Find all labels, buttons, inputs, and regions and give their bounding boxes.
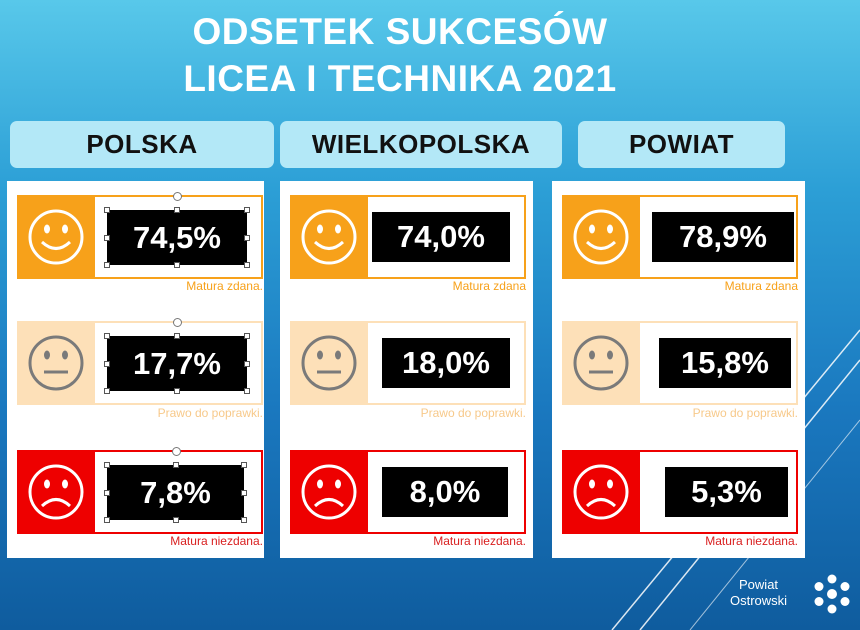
resize-handle[interactable] <box>104 489 110 496</box>
percentage-value: 8,0% <box>382 467 508 517</box>
resize-handle[interactable] <box>104 388 110 394</box>
region-header-1: POLSKA <box>10 121 274 168</box>
sad-face-icon <box>290 450 368 534</box>
resize-handle[interactable] <box>241 517 247 523</box>
percentage-value: 15,8% <box>659 338 791 388</box>
resize-handle[interactable] <box>174 333 180 339</box>
row-caption: Matura zdana. <box>186 279 263 293</box>
neutral-face-icon <box>17 321 95 405</box>
row-caption: Prawo do poprawki. <box>157 406 263 420</box>
percentage-value: 74,0% <box>372 212 510 262</box>
row-caption: Prawo do poprawki. <box>692 406 798 420</box>
resize-handle[interactable] <box>174 262 180 268</box>
resize-handle[interactable] <box>244 333 250 339</box>
resize-handle[interactable] <box>104 462 110 468</box>
resize-handle[interactable] <box>104 234 110 241</box>
logo-text: Powiat Ostrowski <box>730 577 787 609</box>
resize-handle[interactable] <box>104 360 110 367</box>
smile-face-icon <box>562 195 640 279</box>
row-caption: Matura niezdana. <box>170 534 263 548</box>
percentage-value: 18,0% <box>382 338 510 388</box>
logo-line-2: Ostrowski <box>730 593 788 608</box>
resize-handle[interactable] <box>244 262 250 268</box>
resize-handle[interactable] <box>174 207 180 213</box>
region-panel-1: 74,5% Matura zdana. 17,7% Prawo do poprawki… <box>7 181 264 558</box>
resize-handle[interactable] <box>172 517 179 523</box>
resize-handle[interactable] <box>244 207 250 213</box>
smile-face-icon <box>290 195 368 279</box>
percentage-value: 78,9% <box>652 212 794 262</box>
rotate-handle[interactable] <box>171 447 181 456</box>
rotate-handle[interactable] <box>173 192 182 201</box>
flower-dots-icon <box>814 574 850 614</box>
row-caption: Matura niezdana. <box>433 534 526 548</box>
logo-line-1: Powiat <box>739 577 779 592</box>
region-header-2: WIELKOPOLSKA <box>280 121 562 168</box>
row-caption: Matura zdana <box>452 279 526 293</box>
resize-handle[interactable] <box>244 360 250 367</box>
region-panel-2: 74,0% Matura zdana 18,0% Prawo do poprawki.… <box>280 181 533 558</box>
resize-handle[interactable] <box>104 333 110 339</box>
resize-handle[interactable] <box>244 234 250 241</box>
title-line-1: ODSETEK SUKCESÓW <box>192 11 608 52</box>
row-caption: Prawo do poprawki. <box>420 406 526 420</box>
chart-title: ODSETEK SUKCESÓW LICEA I TECHNIKA 2021 <box>0 8 800 102</box>
percentage-value: 7,8% <box>107 465 244 520</box>
sad-face-icon <box>17 450 95 534</box>
neutral-face-icon <box>290 321 368 405</box>
sad-face-icon <box>562 450 640 534</box>
resize-handle[interactable] <box>104 262 110 268</box>
resize-handle[interactable] <box>104 517 110 523</box>
resize-handle[interactable] <box>241 462 247 468</box>
neutral-face-icon <box>562 321 640 405</box>
percentage-value: 5,3% <box>665 467 788 517</box>
region-panel-3: 78,9% Matura zdana 15,8% Prawo do poprawki.… <box>552 181 805 558</box>
row-caption: Matura niezdana. <box>705 534 798 548</box>
resize-handle[interactable] <box>172 462 179 468</box>
region-header-3: POWIAT <box>578 121 785 168</box>
percentage-value: 74,5% <box>107 210 247 265</box>
resize-handle[interactable] <box>241 489 247 496</box>
resize-handle[interactable] <box>244 388 250 394</box>
resize-handle[interactable] <box>104 207 110 213</box>
rotate-handle[interactable] <box>173 318 182 327</box>
smile-face-icon <box>17 195 95 279</box>
title-line-2: LICEA I TECHNIKA 2021 <box>183 58 617 99</box>
percentage-value: 17,7% <box>107 336 247 391</box>
row-caption: Matura zdana <box>724 279 798 293</box>
resize-handle[interactable] <box>174 388 180 394</box>
